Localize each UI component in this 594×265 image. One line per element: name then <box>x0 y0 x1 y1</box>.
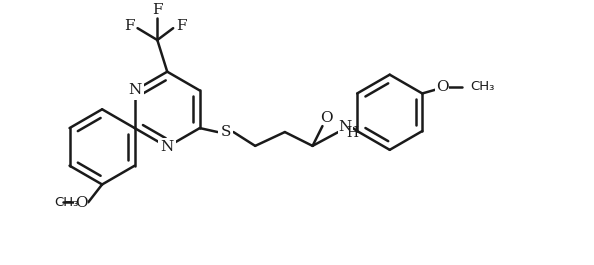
Text: F: F <box>176 19 187 33</box>
Text: O: O <box>436 80 448 94</box>
Text: F: F <box>124 19 135 33</box>
Text: S: S <box>220 125 230 139</box>
Text: O: O <box>320 111 333 125</box>
Text: N: N <box>128 83 141 98</box>
Text: CH₃: CH₃ <box>470 80 494 93</box>
Text: F: F <box>152 3 163 17</box>
Text: CH₃: CH₃ <box>55 196 79 209</box>
Text: N: N <box>160 140 174 154</box>
Text: N: N <box>339 120 352 134</box>
Text: O: O <box>75 196 88 210</box>
Text: H: H <box>346 126 358 140</box>
